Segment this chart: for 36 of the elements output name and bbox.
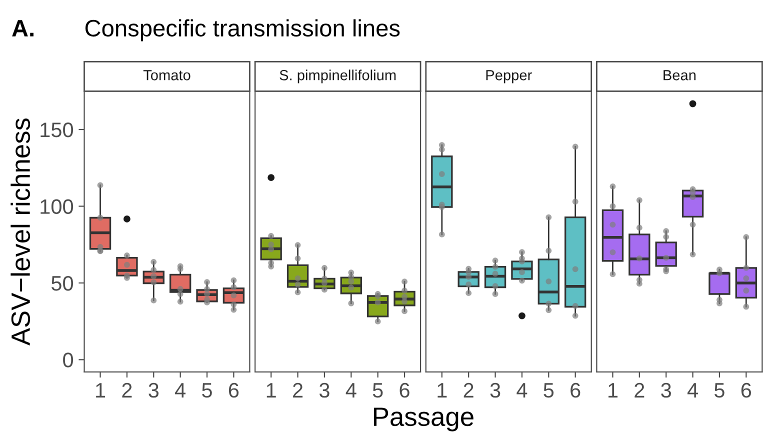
x-tick-label: 4: [516, 383, 528, 398]
x-tick-label: 5: [544, 383, 554, 398]
text: Conspecific transmission lines: [85, 19, 400, 42]
x-tick-label: 2: [122, 382, 132, 398]
x-tick-label: 4: [346, 383, 356, 398]
x-tick-label: 4: [175, 383, 186, 398]
chart-title: S. pimpinellifolium: [280, 70, 396, 84]
y-tick-label: 0: [63, 352, 74, 368]
x-tick-label: 1: [96, 383, 106, 398]
x-tick-label: 6: [570, 382, 580, 398]
x-tick-label: 6: [400, 382, 410, 398]
x-tick-label: 1: [266, 383, 276, 398]
x-tick-label: 5: [714, 383, 724, 398]
x-axis-title: Passage: [374, 408, 474, 432]
x-tick-label: 6: [741, 382, 752, 398]
y-axis-title: ASV−level richness: [10, 118, 30, 346]
x-tick-label: 3: [490, 382, 500, 398]
x-tick-label: 5: [202, 383, 212, 398]
x-tick-label: 1: [608, 383, 618, 398]
x-tick-label: 2: [634, 382, 644, 398]
x-tick-label: 3: [661, 382, 671, 398]
y-tick-label: 150: [40, 122, 74, 138]
chart-title: Tomato: [143, 70, 190, 80]
y-tick-label: 50: [52, 276, 74, 291]
x-tick-label: 2: [293, 382, 303, 398]
chart-title: Bean: [664, 70, 696, 80]
x-tick-label: 6: [228, 382, 239, 398]
x-tick-label: 2: [464, 382, 474, 398]
chart-title: Pepper: [486, 70, 532, 84]
x-tick-label: 4: [687, 383, 698, 398]
x-tick-label: 5: [372, 383, 383, 398]
x-tick-label: 1: [438, 383, 447, 398]
x-tick-label: 3: [148, 382, 159, 398]
text: A.: [12, 20, 34, 36]
y-tick-label: 100: [40, 199, 74, 214]
x-tick-label: 3: [319, 382, 330, 398]
